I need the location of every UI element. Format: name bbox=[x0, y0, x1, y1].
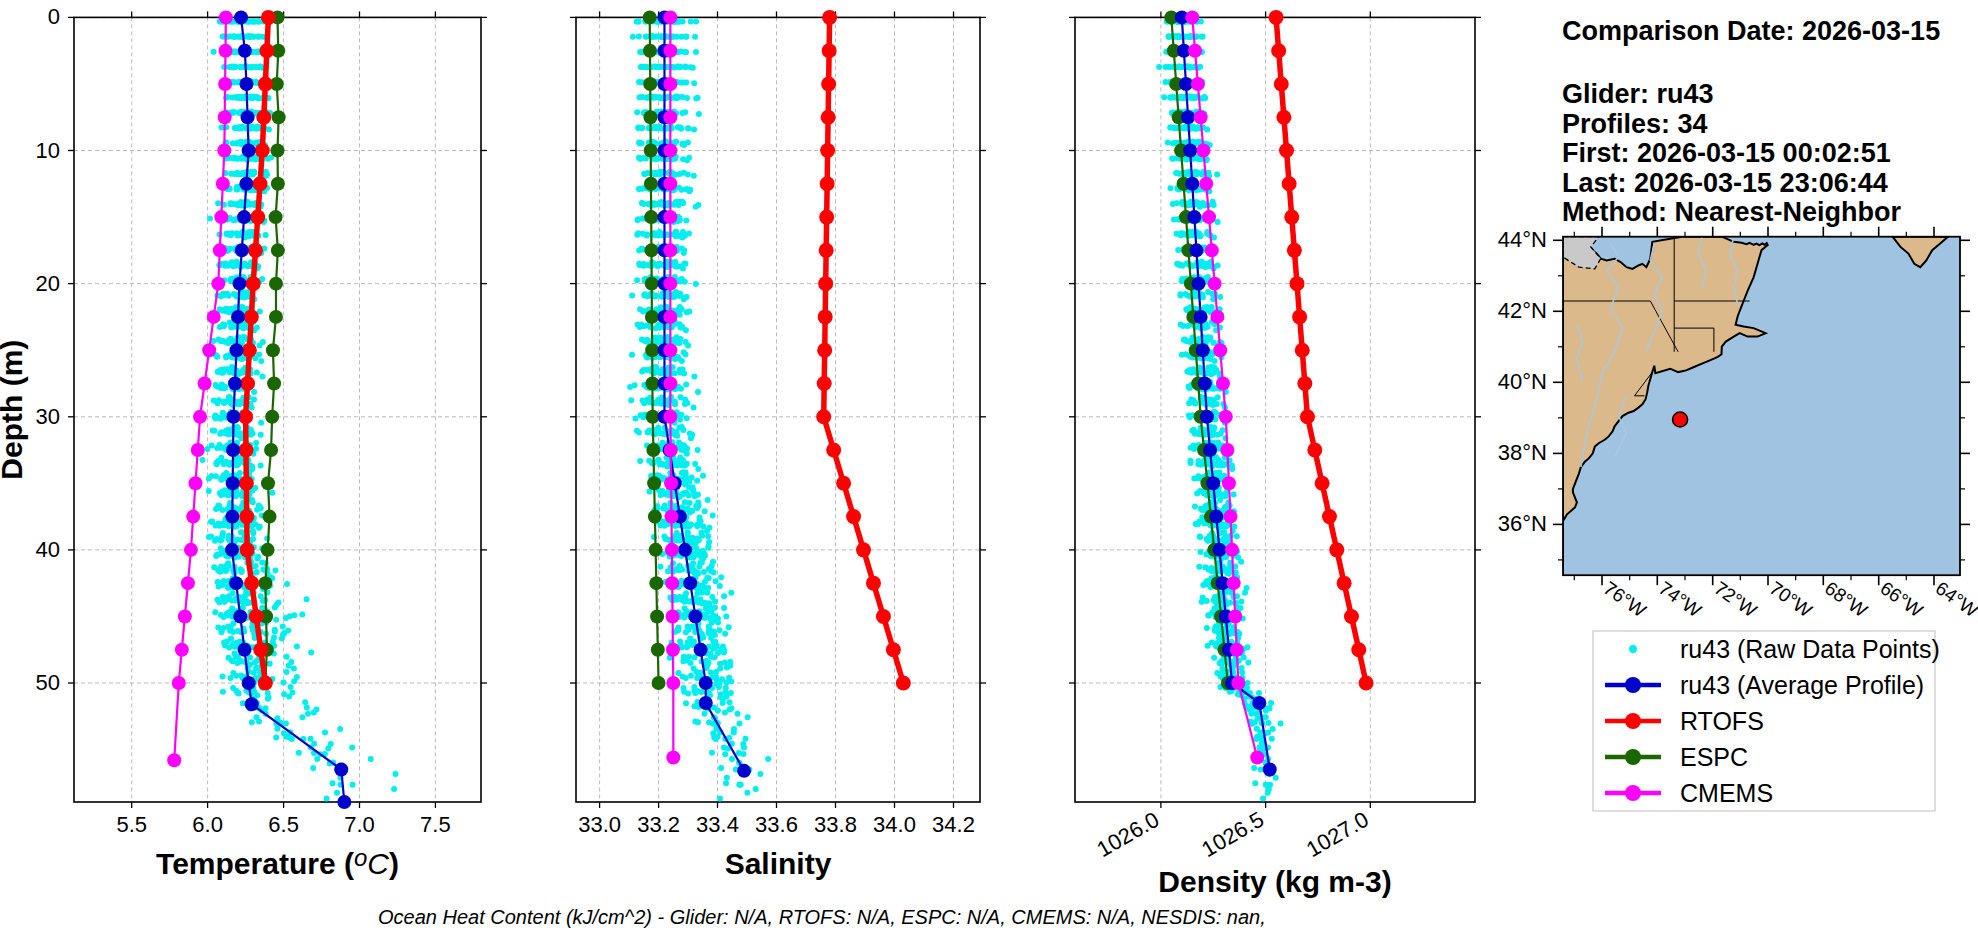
svg-text:Method: Nearest-Neighbor: Method: Nearest-Neighbor bbox=[1562, 197, 1902, 227]
svg-text:33.0: 33.0 bbox=[578, 812, 621, 837]
svg-text:42°N: 42°N bbox=[1498, 298, 1547, 323]
svg-text:40°N: 40°N bbox=[1498, 369, 1547, 394]
svg-text:7.0: 7.0 bbox=[344, 812, 375, 837]
svg-text:33.6: 33.6 bbox=[755, 812, 798, 837]
svg-text:ru43 (Average Profile): ru43 (Average Profile) bbox=[1680, 671, 1924, 699]
svg-text:ESPC: ESPC bbox=[1680, 743, 1748, 771]
svg-text:50: 50 bbox=[36, 670, 60, 695]
svg-text:30: 30 bbox=[36, 404, 60, 429]
svg-text:6.5: 6.5 bbox=[268, 812, 299, 837]
svg-text:38°N: 38°N bbox=[1498, 440, 1547, 465]
svg-text:33.2: 33.2 bbox=[637, 812, 680, 837]
svg-text:CMEMS: CMEMS bbox=[1680, 779, 1773, 807]
svg-text:Depth (m): Depth (m) bbox=[0, 340, 28, 480]
svg-text:44°N: 44°N bbox=[1498, 227, 1547, 252]
svg-text:5.5: 5.5 bbox=[116, 812, 147, 837]
svg-text:0: 0 bbox=[48, 4, 60, 29]
svg-text:33.4: 33.4 bbox=[696, 812, 739, 837]
svg-text:20: 20 bbox=[36, 271, 60, 296]
svg-text:Ocean Heat Content (kJ/cm^2) -: Ocean Heat Content (kJ/cm^2) - Glider: N… bbox=[378, 906, 1266, 928]
svg-text:33.8: 33.8 bbox=[814, 812, 857, 837]
svg-text:Density (kg m-3): Density (kg m-3) bbox=[1158, 865, 1391, 898]
svg-text:7.5: 7.5 bbox=[420, 812, 451, 837]
svg-text:10: 10 bbox=[36, 138, 60, 163]
svg-text:Profiles: 34: Profiles: 34 bbox=[1562, 109, 1708, 139]
svg-text:40: 40 bbox=[36, 537, 60, 562]
svg-text:34.0: 34.0 bbox=[873, 812, 916, 837]
svg-text:RTOFS: RTOFS bbox=[1680, 707, 1764, 735]
svg-text:34.2: 34.2 bbox=[932, 812, 975, 837]
svg-text:36°N: 36°N bbox=[1498, 511, 1547, 536]
svg-text:ru43 (Raw Data Points): ru43 (Raw Data Points) bbox=[1680, 635, 1940, 663]
svg-text:Last: 2026-03-15 23:06:44: Last: 2026-03-15 23:06:44 bbox=[1562, 168, 1888, 198]
svg-text:First: 2026-03-15 00:02:51: First: 2026-03-15 00:02:51 bbox=[1562, 138, 1891, 168]
svg-text:Salinity: Salinity bbox=[725, 847, 832, 880]
svg-text:6.0: 6.0 bbox=[192, 812, 223, 837]
svg-text:Comparison Date: 2026-03-15: Comparison Date: 2026-03-15 bbox=[1562, 16, 1940, 46]
svg-text:Glider: ru43: Glider: ru43 bbox=[1562, 79, 1714, 109]
